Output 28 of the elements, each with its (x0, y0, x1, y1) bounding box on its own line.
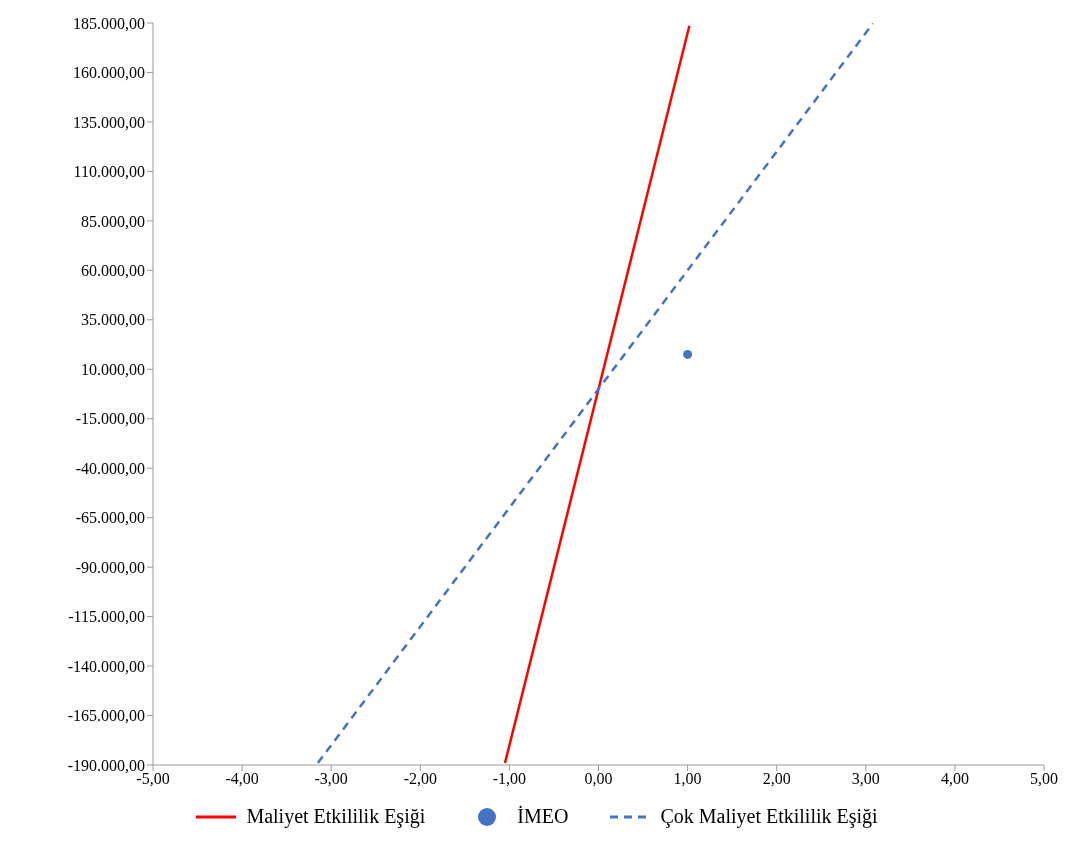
x-tick-label: -2,00 (403, 770, 437, 788)
y-tick-label: -140.000,00 (67, 657, 145, 675)
x-tick-label: 5,00 (1030, 770, 1058, 788)
y-tick-label: 185.000,00 (73, 14, 145, 32)
x-tick-label: 2,00 (762, 770, 791, 788)
y-tick-label: 85.000,00 (81, 212, 145, 230)
y-tick-label: 10.000,00 (81, 360, 145, 378)
x-tick-label: 4,00 (940, 770, 969, 788)
legend-label: Maliyet Etkililik Eşiği (246, 805, 426, 828)
x-tick-label: 1,00 (673, 770, 702, 788)
legend-label: Çok Maliyet Etkililik Eşiği (660, 805, 878, 828)
y-tick-label: -115.000,00 (68, 608, 145, 626)
y-tick-label: 35.000,00 (81, 311, 145, 329)
y-tick-label: 160.000,00 (73, 64, 145, 82)
y-tick-label: -165.000,00 (67, 707, 145, 725)
y-tick-label: 110.000,00 (73, 163, 145, 181)
x-tick-label: -1,00 (492, 770, 527, 788)
x-tick-label: 0,00 (584, 770, 613, 788)
x-tick-label: -4,00 (225, 770, 259, 788)
y-tick-label: -90.000,00 (75, 558, 145, 576)
x-tick-label: 3,00 (851, 770, 880, 788)
legend-label: İMEO (517, 805, 569, 828)
y-tick-label: -40.000,00 (75, 459, 145, 477)
y-tick-label: 60.000,00 (81, 262, 145, 280)
y-tick-label: -15.000,00 (75, 410, 145, 428)
x-tick-label: -3,00 (314, 770, 348, 788)
y-tick-label: -65.000,00 (75, 509, 145, 527)
y-tick-label: 135.000,00 (73, 113, 145, 131)
